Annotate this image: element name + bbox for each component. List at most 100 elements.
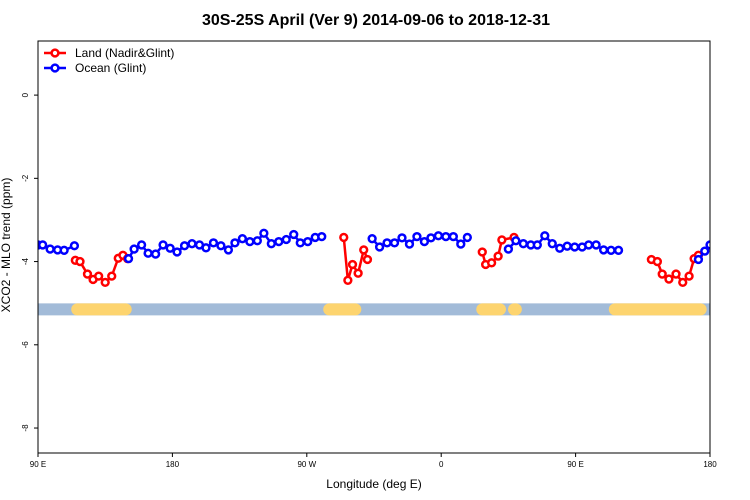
data-point [187,239,197,249]
data-point [237,234,248,244]
data-point [591,240,601,250]
data-point [671,269,681,279]
data-point [657,269,667,279]
data-point [389,238,400,248]
x-tick-label: 90 E [567,460,583,469]
data-point [266,239,276,249]
data-point [143,248,153,258]
data-point [555,243,565,253]
data-point [303,236,313,247]
data-point [75,256,85,267]
data-point [223,245,234,255]
legend: Land (Nadir&Glint)Ocean (Glint) [44,46,174,75]
data-point [486,258,497,268]
y-axis: 0 -2 -4 -6 -8 [21,92,38,432]
x-tick-label: 90 E [30,460,46,469]
data-point [179,241,190,251]
data-point [426,233,436,243]
data-point [339,232,349,243]
data-point [700,246,710,256]
data-point [259,228,269,238]
data-point [38,240,48,250]
legend-item: Land (Nadir&Glint) [44,46,174,60]
data-point [477,247,487,257]
chart-title: 30S-25S April (Ver 9) 2014-09-06 to 2018… [202,12,550,29]
data-point [684,271,694,281]
legend-marker [50,48,60,58]
data-point [462,232,472,243]
x-tick-label: 90 W [297,460,316,469]
data-point [353,268,363,278]
data-point [150,249,161,259]
x-tick-label: 180 [166,460,180,469]
legend-marker [50,63,60,73]
data-point [503,244,514,254]
data-point [664,274,674,284]
data-point [678,277,688,288]
data-point [441,231,451,242]
data-point [82,269,93,279]
data-point [165,243,175,253]
data-point [518,239,528,249]
data-point [136,240,147,250]
data-point [252,236,262,246]
data-point [94,271,104,281]
y-tick-label: 0 [21,92,30,97]
data-point [201,243,211,253]
data-point [511,236,521,246]
series-ocean [38,228,710,265]
data-point [652,256,663,267]
data-point [433,231,444,241]
x-axis: 90 E 180 90 W 0 90 E 180 [30,453,717,469]
data-point [382,238,392,248]
data-point [412,231,422,242]
data-point [347,259,358,270]
data-point [172,247,182,257]
data-point [107,271,117,281]
y-tick-label: -6 [21,341,30,349]
data-point [208,238,219,248]
data-point [374,242,385,252]
plot-frame [37,40,711,454]
x-tick-label: 0 [439,460,444,469]
data-point [216,241,226,251]
data-point [493,251,503,261]
data-point [230,238,240,248]
data-point [343,275,353,285]
data-point [45,244,55,254]
x-tick-label: 180 [703,460,717,469]
y-tick-label: -4 [21,257,30,265]
legend-item: Ocean (Glint) [44,61,146,75]
data-point [419,236,430,247]
legend-label: Land (Nadir&Glint) [75,46,174,60]
data-point [562,241,572,251]
data-point [532,240,542,250]
y-tick-label: -8 [21,424,30,432]
data-point [317,231,327,242]
data-point [274,236,284,247]
data-point [281,234,291,245]
data-point [404,239,415,249]
data-point [547,239,557,249]
data-point [158,240,168,250]
data-point [69,241,80,251]
data-point [129,244,139,254]
data-point [497,235,507,245]
data-point [397,233,407,243]
data-point [456,239,466,249]
data-point [613,245,624,255]
y-axis-label: XCO2 - MLO trend (ppm) [0,178,13,313]
data-point [570,242,580,252]
data-point [245,236,255,247]
data-point [584,240,594,250]
data-point [606,245,616,255]
data-point [123,254,134,264]
data-point [598,245,609,255]
data-point [59,245,69,255]
legend-label: Ocean (Glint) [75,61,146,75]
plot-series [38,228,710,288]
data-point [693,254,704,265]
x-axis-label: Longitude (deg E) [326,477,421,491]
